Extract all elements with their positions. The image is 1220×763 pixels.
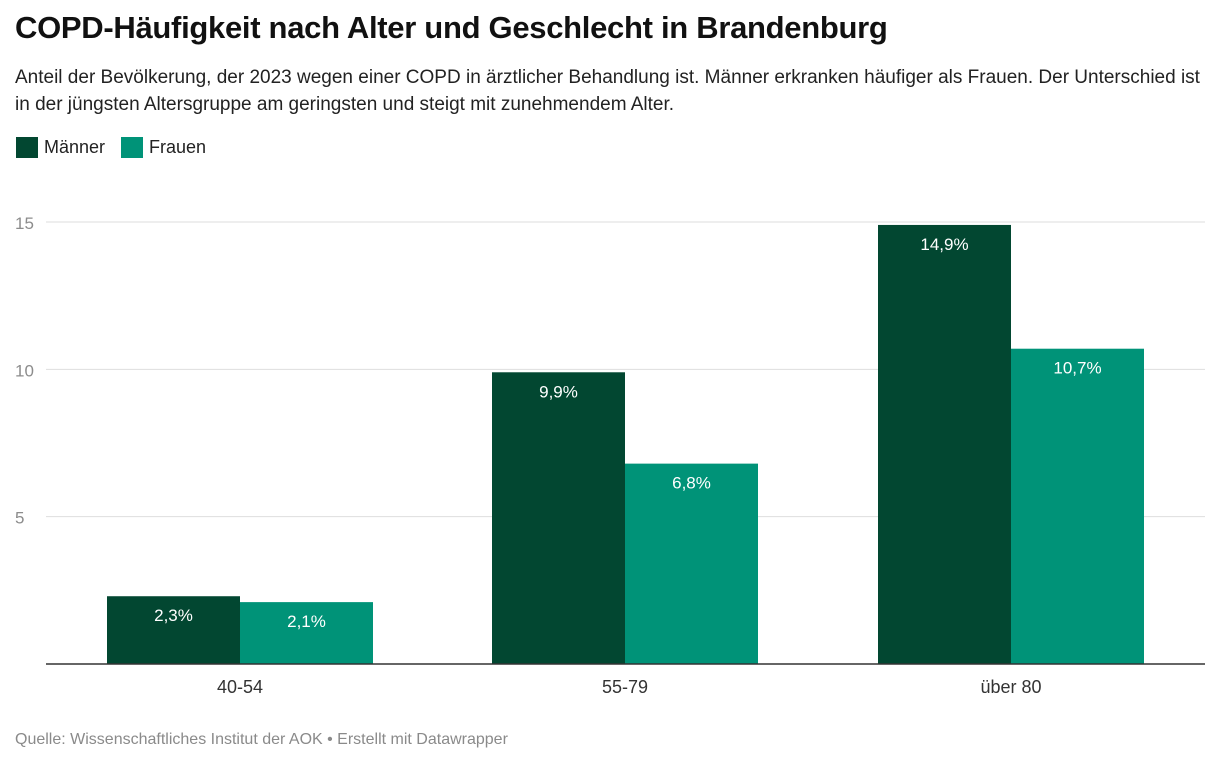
data-label-maenner-2: 14,9%: [920, 235, 968, 254]
y-tick-label-5: 5: [15, 509, 24, 528]
legend: Männer Frauen: [16, 137, 222, 158]
legend-item-frauen: Frauen: [121, 137, 206, 158]
legend-label-maenner: Männer: [44, 137, 106, 157]
source-note: Quelle: Wissenschaftliches Institut der …: [15, 731, 508, 748]
data-label-frauen-0: 2,1%: [287, 612, 326, 631]
bar-maenner-1: [492, 372, 625, 664]
y-tick-label-10: 10: [15, 361, 34, 380]
bar-frauen-1: [625, 463, 758, 664]
bar-frauen-2: [1011, 348, 1144, 664]
legend-item-maenner: Männer: [16, 137, 105, 158]
data-label-maenner-0: 2,3%: [154, 606, 193, 625]
legend-swatch-frauen: [121, 137, 144, 158]
legend-swatch-maenner: [16, 137, 38, 158]
bar-frauen-0: [240, 602, 373, 664]
x-tick-label-1: 55-79: [602, 677, 648, 697]
chart-subtitle: Anteil der Bevölkerung, der 2023 wegen e…: [15, 67, 1200, 115]
bar-maenner-0: [107, 596, 240, 664]
data-label-frauen-2: 10,7%: [1053, 359, 1101, 378]
data-label-maenner-1: 9,9%: [539, 382, 578, 401]
legend-label-frauen: Frauen: [149, 137, 207, 157]
y-tick-label-15: 15: [15, 214, 34, 233]
data-label-frauen-1: 6,8%: [672, 474, 711, 493]
chart-title: COPD-Häufigkeit nach Alter und Geschlech…: [15, 10, 888, 45]
x-tick-label-2: über 80: [980, 677, 1041, 697]
bar-maenner-2: [878, 224, 1011, 665]
x-tick-label-0: 40-54: [217, 677, 263, 697]
